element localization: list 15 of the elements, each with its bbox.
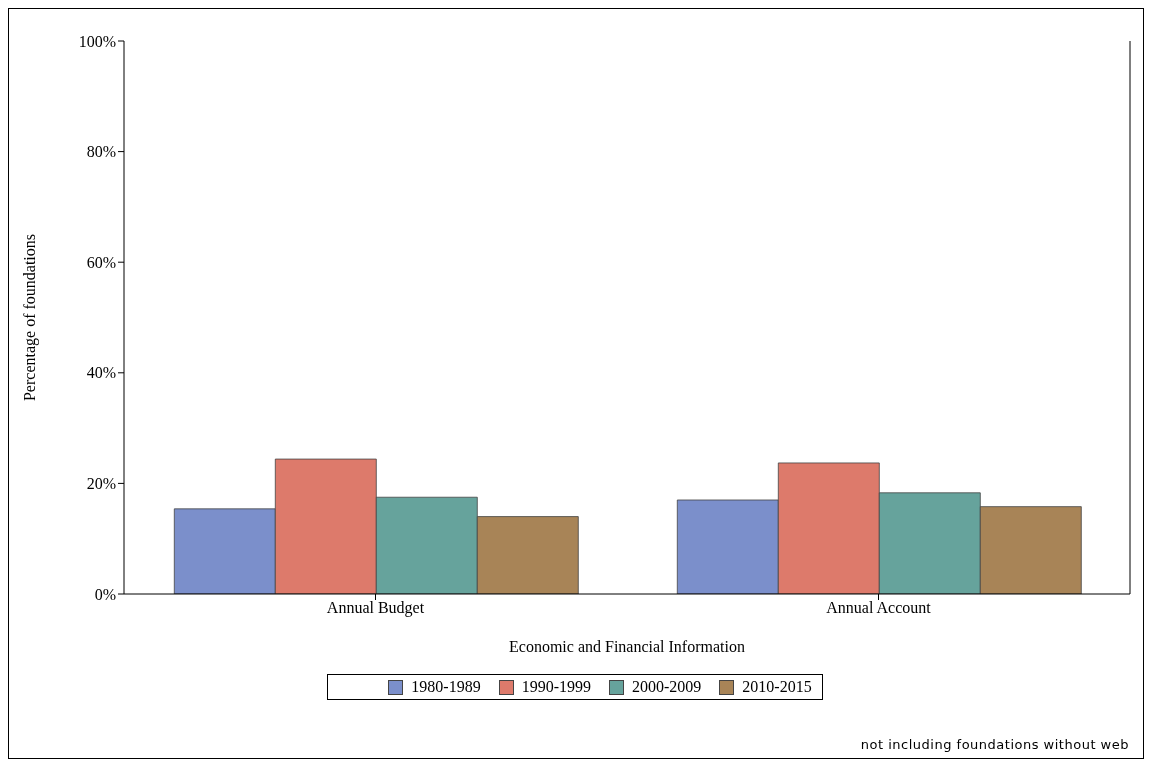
y-tick-label: 100%: [78, 32, 116, 50]
legend-label: 2000-2009: [631, 678, 702, 696]
y-tick-label: 80%: [86, 143, 116, 161]
y-tick-label: 0%: [94, 585, 116, 603]
y-tick-label: 40%: [86, 364, 116, 382]
x-axis-title: Economic and Financial Information: [509, 638, 745, 655]
x-tick-label: Annual Budget: [326, 599, 425, 618]
x-tick-label: Annual Account: [826, 599, 932, 617]
legend-label: 2010-2015: [741, 678, 812, 696]
y-tick-label: 20%: [86, 475, 116, 493]
text: not including foundations without web: [860, 737, 1129, 752]
legend-label: 1980-1989: [410, 678, 481, 696]
y-tick-label: 60%: [86, 253, 116, 271]
legend-label: 1990-1999: [520, 678, 591, 696]
y-axis-title: Percentage of foundations: [20, 233, 39, 402]
